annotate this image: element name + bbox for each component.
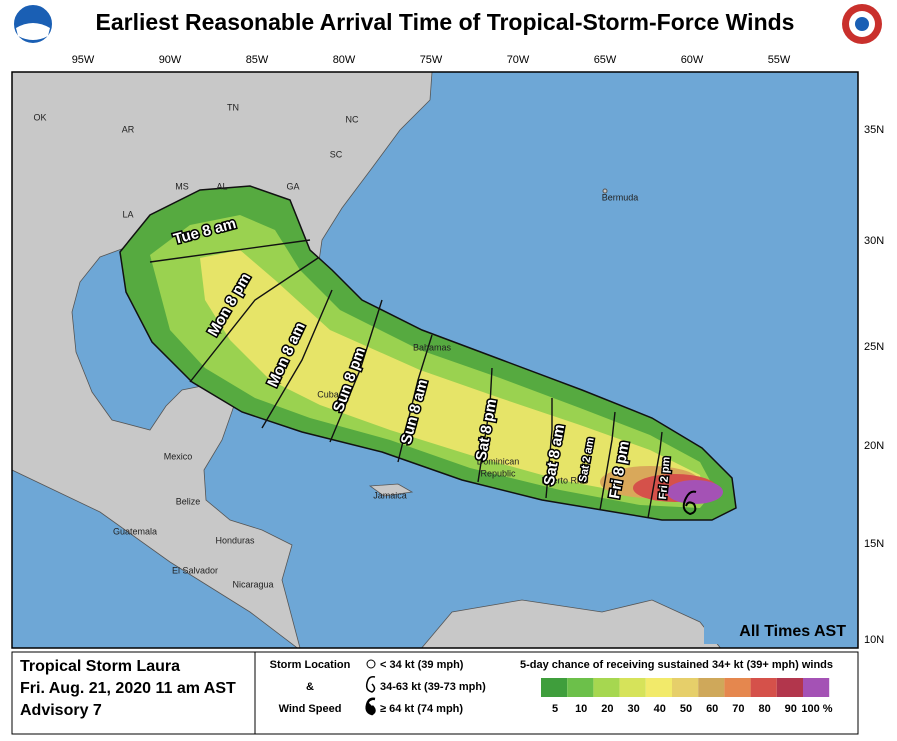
scale-box xyxy=(645,678,672,697)
lon-label: 90W xyxy=(159,54,182,66)
place-label: El Salvador xyxy=(172,565,218,575)
place-label: OK xyxy=(33,112,46,122)
scale-label: 50 xyxy=(680,703,692,715)
scale-box xyxy=(803,678,830,697)
place-label: Bahamas xyxy=(413,342,452,352)
lon-label: 85W xyxy=(246,54,269,66)
key-title: & xyxy=(306,681,314,693)
lat-label: 35N xyxy=(864,124,884,136)
place-label: LA xyxy=(122,209,133,219)
scale-box xyxy=(750,678,777,697)
place-label: Mexico xyxy=(164,451,193,461)
place-label: Guatemala xyxy=(113,526,157,536)
key-symbol xyxy=(365,697,376,716)
lon-label: 55W xyxy=(768,54,791,66)
advisory: Advisory 7 xyxy=(20,702,102,719)
lat-label: 20N xyxy=(864,440,884,452)
key-title: Storm Location xyxy=(270,659,351,671)
lon-label: 95W xyxy=(72,54,95,66)
place-label: MS xyxy=(175,181,189,191)
nws-logo xyxy=(842,4,882,44)
scale-box xyxy=(724,678,751,697)
key-item: ≥ 64 kt (74 mph) xyxy=(380,703,463,715)
place-label: Jamaica xyxy=(373,490,407,500)
scale-label: 20 xyxy=(601,703,613,715)
scale-box xyxy=(619,678,646,697)
jamaica xyxy=(368,483,414,497)
place-label: Bermuda xyxy=(602,192,639,202)
place-label: AR xyxy=(122,124,135,134)
south-america xyxy=(421,599,721,648)
title: Earliest Reasonable Arrival Time of Trop… xyxy=(96,9,795,35)
map-frame xyxy=(11,71,859,649)
scale-label: 80 xyxy=(758,703,770,715)
place-label: Puerto Rico xyxy=(541,475,588,485)
scale-label: 60 xyxy=(706,703,718,715)
key-symbol xyxy=(366,659,376,669)
place-label: GA xyxy=(286,181,299,191)
scale-label: 40 xyxy=(654,703,666,715)
north-america xyxy=(12,72,433,648)
bermuda xyxy=(602,188,608,194)
lat-label: 10N xyxy=(864,634,884,646)
lon-label: 60W xyxy=(681,54,704,66)
scale-box xyxy=(698,678,725,697)
scale-label: 90 xyxy=(785,703,797,715)
place-label: Republic xyxy=(480,468,516,478)
place-label: AL xyxy=(216,181,227,191)
time-lines xyxy=(149,239,663,519)
scale-label: 30 xyxy=(627,703,639,715)
issued: Fri. Aug. 21, 2020 11 am AST xyxy=(20,680,236,697)
place-label: NC xyxy=(346,114,359,124)
place-label: TN xyxy=(227,102,239,112)
lon-label: 65W xyxy=(594,54,617,66)
pacific xyxy=(12,469,299,648)
key-item: < 34 kt (39 mph) xyxy=(380,659,464,671)
storm-symbol xyxy=(682,490,697,516)
footer: Tropical Storm Laura Fri. Aug. 21, 2020 … xyxy=(11,651,859,735)
lon-label: 75W xyxy=(420,54,443,66)
scale-label: 10 xyxy=(575,703,587,715)
key-symbol xyxy=(365,676,376,693)
scale-box xyxy=(541,678,568,697)
lat-label: 25N xyxy=(864,341,884,353)
note-bg xyxy=(704,618,854,644)
key-item: 34-63 kt (39-73 mph) xyxy=(380,681,486,693)
scale-label: 100 % xyxy=(801,703,832,715)
scale-label: 5 xyxy=(552,703,558,715)
lon-label: 70W xyxy=(507,54,530,66)
lat-label: 15N xyxy=(864,538,884,550)
place-label: Honduras xyxy=(215,535,255,545)
note: All Times AST xyxy=(739,623,846,640)
scale-box xyxy=(567,678,594,697)
time-label: Fri 2 pm xyxy=(657,456,673,500)
noaa-logo xyxy=(12,3,54,45)
place-label: SC xyxy=(330,149,343,159)
lon-label: 80W xyxy=(333,54,356,66)
place-label: Belize xyxy=(176,496,201,506)
cone-inner xyxy=(200,250,705,500)
key-title: Wind Speed xyxy=(279,703,342,715)
place-label: Cuba xyxy=(317,389,339,399)
scale-box xyxy=(593,678,620,697)
scale-label: 70 xyxy=(732,703,744,715)
place-label: Nicaragua xyxy=(232,579,273,589)
place-label: Dominican xyxy=(477,456,520,466)
scale-title: 5-day chance of receiving sustained 34+ … xyxy=(520,659,833,671)
lat-label: 30N xyxy=(864,235,884,247)
scale-box xyxy=(776,678,803,697)
scale-box xyxy=(672,678,699,697)
storm-name: Tropical Storm Laura xyxy=(20,658,180,675)
map: All Times AST OK AR TN NC SC MS AL GA LA Bermuda B… xyxy=(11,71,859,649)
